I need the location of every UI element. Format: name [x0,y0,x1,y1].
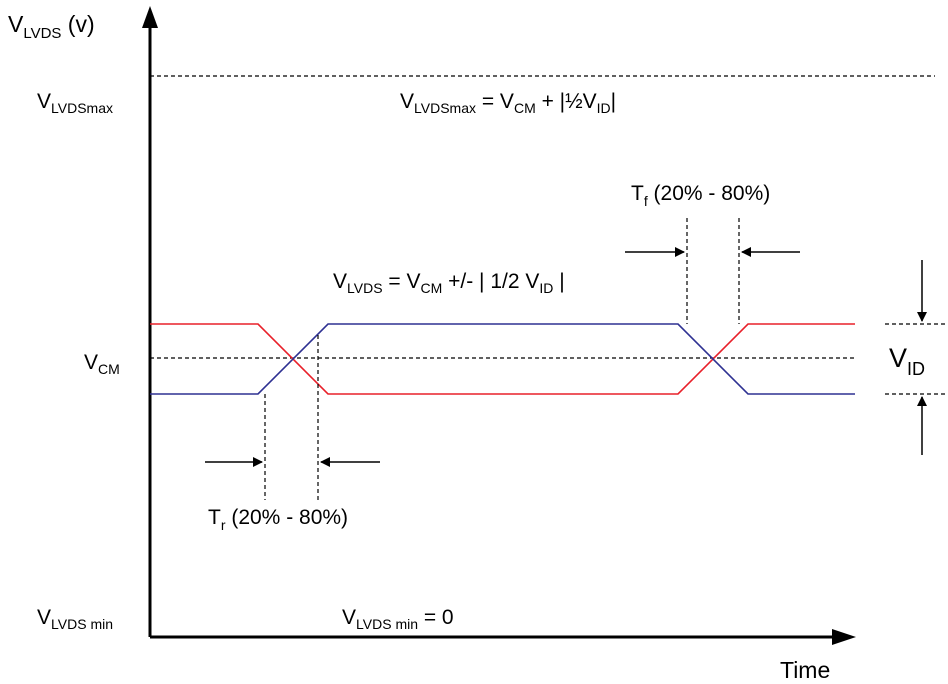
vcm-level-label: VCM [84,351,120,377]
x-axis-arrowhead [832,629,856,645]
y-axis-arrowhead [142,6,158,28]
vlvds-min-level-label: VLVDS min [37,606,113,632]
fall-time-label: Tf (20% - 80%) [631,182,770,209]
signal-positive-red [150,323,855,395]
vid-swing-label: VID [889,343,925,379]
y-axis-label: VLVDS (v) [8,11,95,42]
x-axis-label: Time [780,657,830,683]
vlvds-signal-equation: VLVDS = VCM +/- | 1/2 VID | [333,270,565,296]
vlvds-min-equation: VLVDS min = 0 [342,606,454,632]
signal-negative-blue [150,323,855,395]
vlvdsmax-equation: VLVDSmax = VCM + |½VID| [400,90,616,116]
rise-time-label: Tr (20% - 80%) [208,506,348,533]
vlvdsmax-level-label: VLVDSmax [37,90,113,116]
